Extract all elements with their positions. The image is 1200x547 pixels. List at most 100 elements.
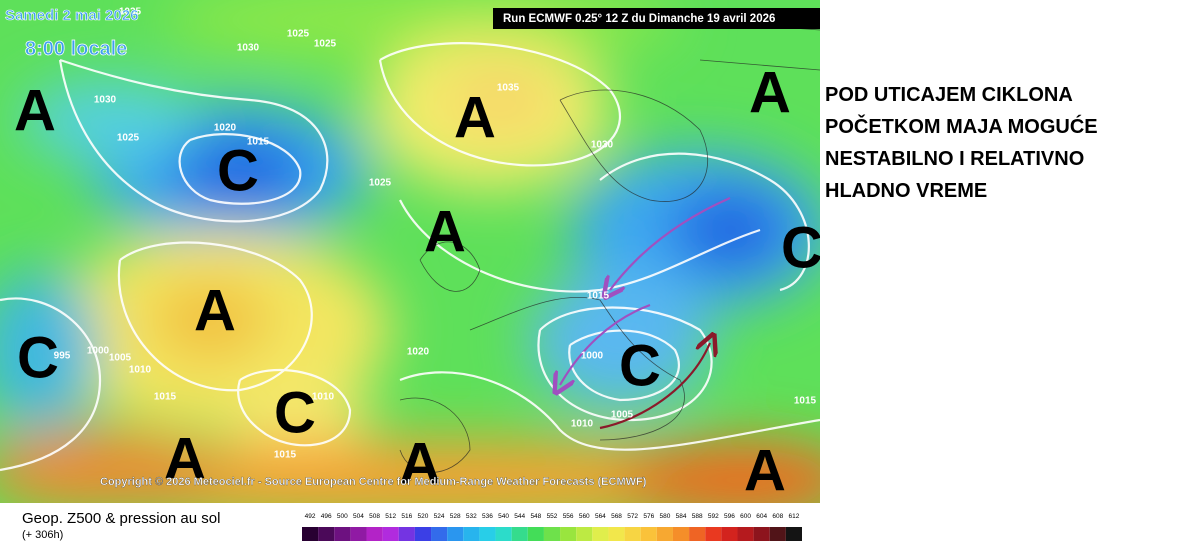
scale-swatch xyxy=(656,527,673,541)
scale-swatch xyxy=(721,527,738,541)
scale-swatch xyxy=(447,527,464,541)
scale-label: 564 xyxy=(595,513,606,520)
arrow xyxy=(610,196,731,290)
scale-swatch xyxy=(479,527,496,541)
scale-label: 516 xyxy=(401,513,412,520)
scale-swatch xyxy=(576,527,593,541)
scale-swatch xyxy=(737,527,754,541)
copyright: Copyright © 2026 Meteociel.fr - Source E… xyxy=(100,476,647,488)
isobar-label: 1005 xyxy=(109,353,132,364)
pressure-center: C xyxy=(17,325,59,390)
scale-swatch xyxy=(705,527,722,541)
legend-lead: (+ 306h) xyxy=(22,529,64,541)
pressure-center: C xyxy=(217,138,259,203)
scale-label: 608 xyxy=(772,513,783,520)
scale-label: 528 xyxy=(450,513,461,520)
scale-label: 572 xyxy=(627,513,638,520)
pressure-center: A xyxy=(424,199,466,264)
isobar-label: 1010 xyxy=(312,392,335,403)
scale-label: 540 xyxy=(498,513,509,520)
isobar-label: 1015 xyxy=(274,450,297,461)
scale-swatch xyxy=(672,527,690,541)
scale-swatch xyxy=(318,527,335,541)
scale-swatch xyxy=(414,527,432,541)
scale-swatch xyxy=(753,527,770,541)
scale-swatch xyxy=(769,527,786,541)
isobar-label: 1020 xyxy=(214,123,237,134)
scale-swatch xyxy=(382,527,399,541)
isobar-label: 1030 xyxy=(94,95,117,106)
scale-label: 524 xyxy=(434,513,445,520)
isobar-label: 1030 xyxy=(237,43,260,54)
scale-label: 508 xyxy=(369,513,380,520)
scale-swatch xyxy=(560,527,577,541)
scale-swatch xyxy=(302,527,319,541)
isobars xyxy=(0,42,820,472)
legend-title: Geop. Z500 & pression au sol xyxy=(22,510,221,527)
scale-swatch xyxy=(608,527,625,541)
scale-label: 592 xyxy=(708,513,719,520)
pressure-center: C xyxy=(619,333,661,398)
isobar-label: 1020 xyxy=(407,347,430,358)
scale-label: 580 xyxy=(659,513,670,520)
color-scale: 492 496 500 504 508 512 516 520 524 528 532 536 540 5… xyxy=(302,513,802,541)
scale-label: 548 xyxy=(530,513,541,520)
isobar-label: 1010 xyxy=(129,365,152,376)
run-banner xyxy=(493,8,820,29)
isobar-label: 1015 xyxy=(587,291,610,302)
scale-label: 504 xyxy=(353,513,364,520)
isobar-label: 1025 xyxy=(369,178,392,189)
arrow xyxy=(560,303,651,385)
scale-label: 544 xyxy=(514,513,525,520)
scale-label: 512 xyxy=(385,513,396,520)
scale-label: 612 xyxy=(789,513,800,520)
pressure-center: A xyxy=(164,426,206,491)
map-time: 8:00 locale xyxy=(25,38,127,60)
isobar-label: 1005 xyxy=(611,410,634,421)
pressure-center: C xyxy=(781,215,820,280)
isobar-label: 1030 xyxy=(591,140,614,151)
scale-label: 536 xyxy=(482,513,493,520)
scale-label: 584 xyxy=(676,513,687,520)
pressure-center: C xyxy=(274,380,316,445)
scale-label: 560 xyxy=(579,513,590,520)
pressure-center: A xyxy=(749,60,791,125)
scale-swatch xyxy=(640,527,657,541)
pressure-center: A xyxy=(14,78,56,143)
isobar-label: 1035 xyxy=(497,83,520,94)
scale-label: 496 xyxy=(321,513,332,520)
arrow xyxy=(599,343,710,430)
scale-label: 604 xyxy=(756,513,767,520)
scale-swatch xyxy=(366,527,383,541)
scale-swatch xyxy=(543,527,561,541)
isobar-label: 1025 xyxy=(287,29,310,40)
scale-label: 596 xyxy=(724,513,735,520)
isobar-label: 995 xyxy=(54,351,71,362)
scale-swatch xyxy=(689,527,706,541)
isobar-label: 1015 xyxy=(794,396,817,407)
scale-swatch xyxy=(431,527,448,541)
scale-label: 568 xyxy=(611,513,622,520)
scale-swatch xyxy=(592,527,609,541)
headline-line: POD UTICAJEM CIKLONA xyxy=(825,84,1073,106)
scale-label: 532 xyxy=(466,513,477,520)
isobar-label: 1035 xyxy=(119,7,142,18)
pressure-center: A xyxy=(194,278,236,343)
scale-label: 556 xyxy=(563,513,574,520)
scale-label: 600 xyxy=(740,513,751,520)
scale-label: 552 xyxy=(547,513,558,520)
scale-swatch xyxy=(785,527,802,541)
map-date: Samedi 2 mai 2026 xyxy=(5,7,138,24)
isobar-label: 1010 xyxy=(571,419,594,430)
isobar-label: 1000 xyxy=(581,351,604,362)
isobar-label: 1015 xyxy=(247,137,270,148)
scale-label: 500 xyxy=(337,513,348,520)
scale-swatch xyxy=(463,527,480,541)
scale-swatch xyxy=(495,527,512,541)
isobar-label: 1000 xyxy=(87,346,110,357)
scale-swatch xyxy=(511,527,528,541)
scale-label: 588 xyxy=(692,513,703,520)
headline-line: HLADNO VREME xyxy=(825,180,988,202)
scale-swatch xyxy=(350,527,367,541)
